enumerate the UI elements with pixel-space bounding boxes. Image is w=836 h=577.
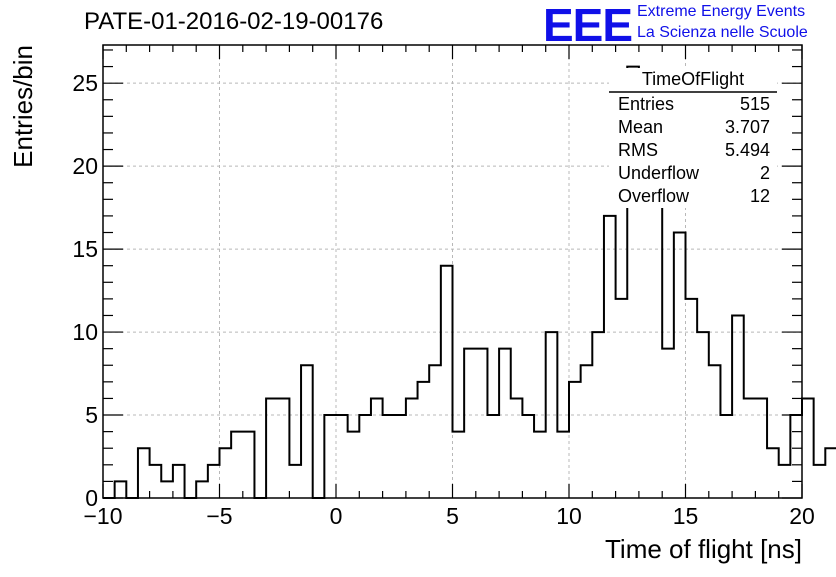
logo-line-1: Extreme Energy Events bbox=[637, 3, 806, 20]
y-tick-label: 20 bbox=[72, 153, 98, 179]
y-tick-label: 0 bbox=[85, 485, 98, 511]
stats-row-value: 12 bbox=[750, 186, 770, 206]
eee-logo: EEE bbox=[543, 0, 633, 51]
y-tick-label: 25 bbox=[72, 70, 98, 96]
x-axis-label: Time of flight [ns] bbox=[605, 534, 802, 564]
x-tick-label: −10 bbox=[83, 503, 122, 529]
y-tick-label: 15 bbox=[72, 236, 98, 262]
stats-row-label: Mean bbox=[618, 117, 663, 137]
stats-row-label: Underflow bbox=[618, 163, 700, 183]
y-axis-label: Entries/bin bbox=[8, 45, 38, 168]
histogram-series bbox=[103, 65, 836, 499]
x-tick-label: 0 bbox=[330, 503, 343, 529]
y-tick-label: 10 bbox=[72, 319, 98, 345]
y-tick-label: 5 bbox=[85, 402, 98, 428]
stats-row-value: 515 bbox=[740, 94, 770, 114]
x-tick-label: 15 bbox=[673, 503, 699, 529]
x-tick-label: 5 bbox=[446, 503, 459, 529]
stats-row-label: RMS bbox=[618, 140, 658, 160]
stats-row-label: Overflow bbox=[618, 186, 690, 206]
stats-row-label: Entries bbox=[618, 94, 674, 114]
stats-row-value: 2 bbox=[760, 163, 770, 183]
stats-box: TimeOfFlight Entries 515 Mean 3.707 RMS 5.494… bbox=[609, 68, 777, 208]
stats-row-value: 3.707 bbox=[725, 117, 770, 137]
stats-box-title: TimeOfFlight bbox=[642, 69, 744, 89]
stats-row-value: 5.494 bbox=[725, 140, 770, 160]
x-tick-label: 20 bbox=[789, 503, 815, 529]
run-title: PATE-01-2016-02-19-00176 bbox=[84, 8, 384, 35]
axis-ticks bbox=[102, 45, 803, 499]
axis-tick-labels: −10 −5 0 5 10 15 20 0 5 10 15 20 25 bbox=[72, 70, 814, 529]
x-tick-label: 10 bbox=[556, 503, 582, 529]
logo-line-2: La Scienza nelle Scuole bbox=[637, 24, 808, 41]
x-tick-label: −5 bbox=[206, 503, 232, 529]
